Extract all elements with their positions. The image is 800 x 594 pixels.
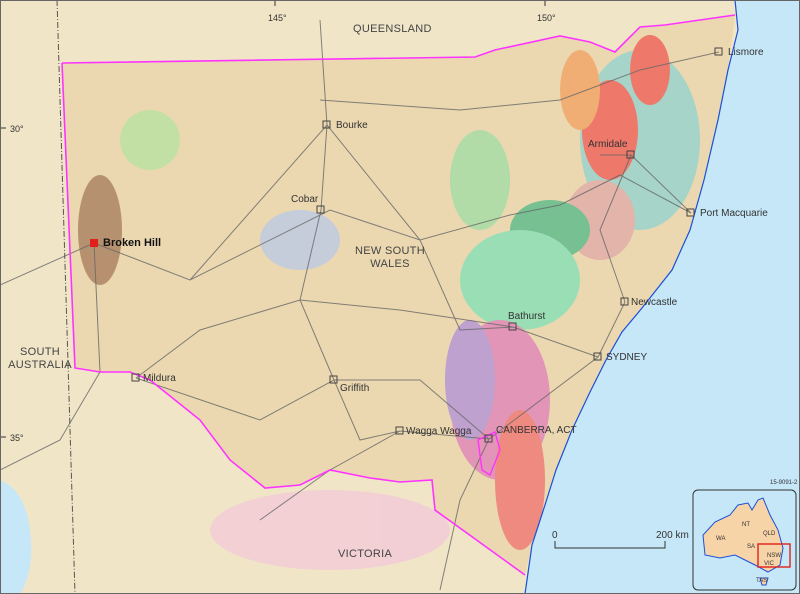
place-canberra: CANBERRA, ACT bbox=[496, 425, 577, 436]
state-label-sa: SOUTH AUSTRALIA bbox=[2, 346, 78, 372]
inset-tasmania bbox=[759, 577, 769, 586]
inset-label-qld: QLD bbox=[763, 531, 776, 537]
sa-line1: SOUTH bbox=[20, 346, 60, 358]
place-newcastle: Newcastle bbox=[631, 297, 678, 308]
place-bourke: Bourke bbox=[336, 120, 368, 131]
lon-label-150: 150° bbox=[537, 13, 556, 23]
inset-label-nsw: NSW bbox=[767, 553, 781, 559]
place-griffith: Griffith bbox=[340, 383, 370, 394]
place-cobar: Cobar bbox=[291, 194, 319, 205]
place-armidale: Armidale bbox=[588, 139, 628, 150]
sa-coast bbox=[0, 480, 32, 594]
nsw-line2: WALES bbox=[370, 258, 410, 270]
nsw-border bbox=[61, 14, 736, 576]
state-label-queensland: QUEENSLAND bbox=[353, 23, 432, 35]
coastline bbox=[524, 0, 739, 594]
broken-hill-marker bbox=[90, 239, 98, 247]
place-wagga-wagga: Wagga Wagga bbox=[406, 426, 472, 437]
nsw-line1: NEW SOUTH bbox=[355, 245, 425, 257]
state-label-nsw: NEW SOUTH WALES bbox=[350, 245, 430, 271]
inset-label-tas: TAS bbox=[756, 578, 768, 584]
inset-nsw-highlight bbox=[757, 543, 791, 568]
inset-label-wa: WA bbox=[716, 536, 726, 542]
state-label-victoria: VICTORIA bbox=[338, 548, 393, 560]
lon-label-145: 145° bbox=[268, 13, 287, 23]
inset-australia bbox=[702, 497, 784, 573]
place-bathurst: Bathurst bbox=[508, 311, 546, 322]
inset-label-vic: VIC bbox=[764, 561, 775, 567]
inset-label-nt: NT bbox=[742, 522, 750, 528]
reference-code: 15-9091-2 bbox=[770, 480, 798, 486]
place-sydney: SYDNEY bbox=[606, 352, 648, 363]
scale-bar bbox=[554, 541, 666, 549]
place-port-macquarie: Port Macquarie bbox=[700, 208, 768, 219]
scale-start: 0 bbox=[552, 530, 558, 541]
geology-units bbox=[78, 35, 700, 570]
lat-label-35: 35° bbox=[10, 433, 24, 443]
place-lismore: Lismore bbox=[728, 47, 764, 58]
scale-end: 200 km bbox=[656, 530, 689, 541]
place-broken-hill: Broken Hill bbox=[103, 237, 162, 249]
place-mildura: Mildura bbox=[143, 373, 176, 384]
inset-label-sa: SA bbox=[747, 544, 756, 550]
town-markers bbox=[131, 47, 723, 443]
lat-label-30: 30° bbox=[10, 124, 24, 134]
nsw-region bbox=[62, 15, 735, 575]
roads bbox=[0, 19, 720, 591]
act-border bbox=[477, 431, 501, 477]
sa-line2: AUSTRALIA bbox=[8, 359, 72, 371]
sa-border bbox=[56, 0, 76, 594]
